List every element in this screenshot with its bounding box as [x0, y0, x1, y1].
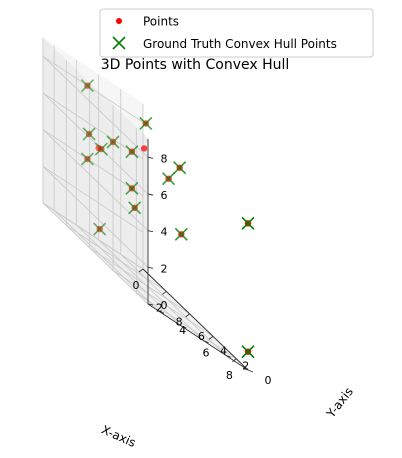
x-gridline-floor — [66, 225, 167, 292]
y-gridline-floor — [53, 210, 160, 312]
hull-marker-stroke — [82, 127, 96, 141]
hull-marker-stroke — [128, 201, 142, 215]
hull-marker-stroke — [241, 345, 255, 359]
x-tick-mark — [185, 313, 190, 318]
z-tick-mark — [147, 266, 154, 269]
hull-point-marker — [93, 222, 107, 236]
legend-x-marker — [112, 36, 126, 50]
z-gridline-back — [42, 166, 149, 268]
hull-point-marker — [174, 227, 188, 241]
hull-marker-stroke — [139, 116, 153, 131]
x-tick-mark — [208, 335, 214, 340]
hull-marker-stroke — [174, 227, 188, 241]
y-gridline-floor — [76, 224, 182, 327]
data-points — [80, 79, 255, 359]
hull-point-marker — [139, 116, 153, 131]
y-gridline-floor — [98, 239, 204, 341]
y-tick-mark — [203, 340, 209, 344]
y-tick-mark — [225, 354, 231, 358]
z-tick-mark — [147, 193, 154, 196]
z-tick-label: 0 — [161, 299, 168, 312]
hull-marker-stroke — [80, 152, 95, 166]
z-gridline-back — [42, 129, 149, 231]
z-gridline-left — [42, 165, 144, 233]
z-tick-label: 4 — [161, 226, 168, 239]
y-tick-mark — [247, 369, 254, 373]
x-tick-mark — [232, 358, 237, 363]
y-tick-label: 8 — [176, 315, 183, 328]
x-tick-label: 4 — [179, 324, 186, 337]
z-gridline-back — [42, 202, 149, 305]
hull-point-marker — [80, 79, 95, 93]
hull-marker-stroke — [125, 145, 139, 159]
hull-marker-stroke — [173, 161, 187, 175]
y-tick-label: 4 — [220, 345, 227, 358]
hull-marker-stroke — [241, 216, 255, 230]
legend: Points Ground Truth Convex Hull Points — [99, 8, 374, 58]
x-gridline-floor — [112, 269, 214, 337]
x-axis-label: X-axis — [99, 423, 138, 450]
hull-marker-stroke — [93, 222, 107, 236]
chart-title: 3D Points with Convex Hull — [101, 57, 290, 73]
x-tick-mark — [138, 268, 144, 273]
z-gridline-back — [42, 56, 149, 158]
hull-point-marker — [125, 145, 139, 159]
x-tick-label: 2 — [156, 301, 163, 314]
hull-point-marker — [106, 135, 120, 149]
x-tick-label: 8 — [226, 369, 233, 382]
gridlines — [42, 38, 249, 371]
legend-entry-hull: Ground Truth Convex Hull Points — [143, 37, 337, 51]
z-gridline-left — [42, 202, 144, 270]
y-tick-label: 6 — [198, 330, 205, 343]
axis-panes — [42, 36, 249, 371]
legend-frame — [99, 8, 374, 58]
z-tick-label: 8 — [161, 152, 168, 165]
z-tick-mark — [147, 230, 154, 233]
y-axis-label: Y-axis — [323, 385, 356, 421]
z-tick-mark — [147, 303, 154, 306]
point-dot — [140, 145, 148, 152]
y-tick-mark — [158, 310, 165, 314]
axis-lines — [138, 139, 254, 373]
z-tick-label: 6 — [161, 189, 168, 202]
x-axis-line — [142, 268, 249, 371]
hull-point-marker — [80, 152, 95, 166]
hull-marker-stroke — [80, 79, 95, 93]
x-tick-label: 0 — [133, 279, 140, 292]
z-tick-label: 2 — [161, 262, 168, 275]
x-tick-mark — [162, 291, 167, 295]
x-gridline-floor — [89, 247, 190, 315]
hull-marker-stroke — [161, 172, 176, 186]
hull-point-marker — [128, 201, 142, 215]
hull-point-marker — [173, 161, 187, 175]
x-gridline-floor — [136, 292, 237, 360]
hull-marker-stroke — [106, 135, 120, 149]
y-tick-label: 0 — [265, 374, 272, 387]
z-gridline-left — [42, 129, 144, 197]
z-gridline-left — [42, 55, 144, 123]
y-tick-mark — [181, 325, 187, 329]
hull-point-marker — [241, 345, 255, 359]
y-axis-line — [147, 303, 249, 371]
hull-point-marker — [82, 127, 96, 141]
z-tick-mark — [147, 156, 154, 159]
y-gridline-floor — [120, 254, 227, 356]
hull-point-marker — [161, 172, 176, 186]
hull-marker-stroke — [94, 142, 108, 156]
hull-point-marker — [125, 181, 139, 195]
legend-entry-points: Points — [143, 15, 179, 29]
z-gridline-left — [42, 92, 144, 160]
y-tick-label: 2 — [242, 359, 249, 372]
legend-dot-marker — [116, 18, 122, 24]
x-tick-label: 6 — [203, 346, 210, 359]
hull-point-marker — [241, 216, 255, 230]
hull-point-marker — [94, 142, 108, 156]
hull-marker-stroke — [125, 181, 139, 195]
